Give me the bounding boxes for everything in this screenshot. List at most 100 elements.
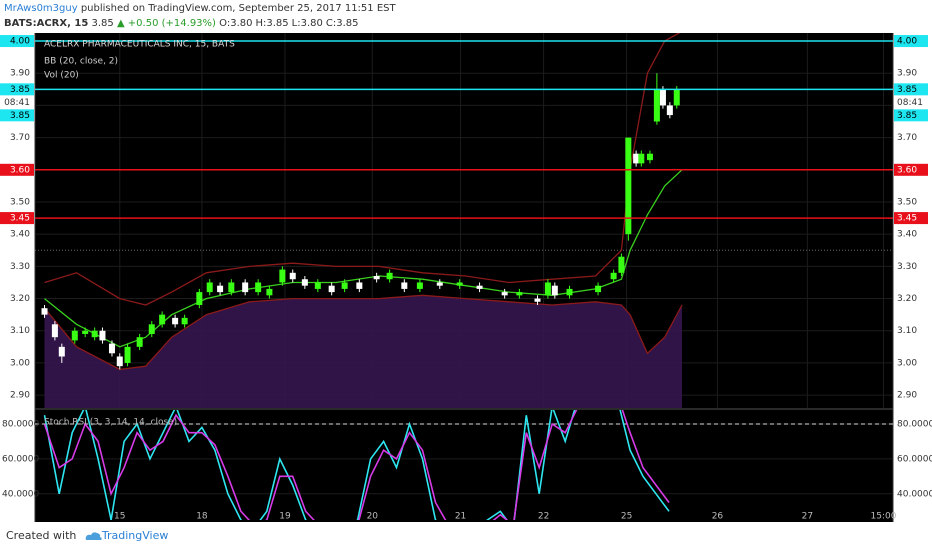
candle-body — [217, 285, 224, 293]
stoch-K — [43, 410, 670, 520]
ohlc-key: H: — [255, 18, 267, 29]
countdown-tag — [0, 96, 34, 109]
candle-body — [673, 89, 680, 106]
level-label: 3.45 — [10, 214, 30, 224]
x-tick-label: 15:00 — [871, 512, 897, 522]
candle-body — [108, 343, 115, 354]
x-tick-label: 25 — [621, 512, 632, 522]
level-tag — [0, 163, 34, 176]
candle-body — [373, 276, 380, 280]
candle-body — [456, 282, 463, 286]
candle-body — [638, 153, 645, 164]
x-tick-label: 15 — [114, 512, 125, 522]
candle-body — [289, 272, 296, 280]
ohlc-value: 3.85 — [336, 18, 359, 29]
candle-body — [99, 330, 106, 341]
candle-body — [206, 282, 213, 293]
level-tag — [894, 35, 928, 48]
x-tick-label: 26 — [712, 512, 724, 522]
candle-body — [436, 282, 443, 286]
published: published on TradingView.com, September … — [77, 3, 396, 14]
y-tick-label-right: 3.10 — [897, 326, 917, 336]
quote-line: BATS:ACRX, 15 3.85 ▲ +0.50 (+14.93%) O:3… — [4, 16, 396, 31]
last-price-tag — [0, 109, 34, 122]
candle-body — [301, 279, 308, 286]
candle-body — [551, 285, 558, 296]
y-tick-label-right: 3.70 — [897, 133, 917, 143]
level-tag — [0, 35, 34, 48]
band-fill — [44, 295, 682, 408]
candle-body — [633, 153, 640, 164]
y-tick-label: 3.70 — [10, 133, 30, 143]
y-tick-label: 40.0000 — [2, 489, 39, 499]
level-tag — [894, 163, 928, 176]
stoch-D — [43, 410, 670, 520]
level-label: 3.60 — [10, 165, 30, 175]
y-tick-label-right: 3.30 — [897, 262, 917, 272]
y-tick-label: 80.0000 — [2, 419, 39, 429]
candle-body — [401, 282, 408, 289]
brand[interactable]: TradingView — [101, 529, 169, 542]
candle-body — [595, 285, 602, 293]
candle-body — [41, 308, 48, 315]
band-lower — [43, 294, 683, 371]
ohlc-key: L: — [291, 18, 301, 29]
candle-body — [610, 272, 617, 280]
candle-body — [328, 285, 335, 293]
level-label: 4.00 — [10, 37, 30, 47]
legend-entry: Vol (20) — [44, 71, 79, 81]
last-price: 3.85 — [897, 111, 917, 121]
chart: 2.90 2.90 3.00 3.00 3.10 3.10 3.20 3.20 3.30 3.30… — [0, 33, 932, 522]
level-label: 3.85 — [10, 85, 30, 95]
candle-body — [136, 337, 143, 347]
candle-body — [279, 269, 286, 283]
countdown-tag — [894, 96, 928, 109]
candle-body — [266, 288, 273, 296]
candle-body — [58, 346, 65, 357]
candle-body — [666, 105, 673, 116]
y-tick-label: 3.10 — [10, 326, 30, 336]
candle-body — [341, 282, 348, 289]
author[interactable]: MrAws0m3guy — [4, 3, 78, 14]
legend-entry: BB (20, close, 2) — [44, 57, 118, 67]
last-price-tag — [894, 109, 928, 122]
candle-body — [416, 282, 423, 289]
x-tick-label: 21 — [455, 512, 466, 522]
candle-body — [242, 282, 249, 293]
y-tick-label: 3.40 — [10, 230, 30, 240]
candle-body — [625, 137, 632, 235]
candle-body — [356, 282, 363, 289]
chart-title: ACELRX PHARMACEUTICALS INC, 15, BATS — [44, 40, 235, 50]
level-label-right: 4.00 — [897, 37, 917, 47]
y-tick-label-right: 3.20 — [897, 294, 917, 304]
countdown: 08:41 — [4, 98, 30, 108]
y-tick-label-right: 40.0000 — [897, 489, 932, 499]
created-with: Created with — [6, 529, 77, 542]
candle-body — [116, 356, 123, 367]
y-tick-label: 3.20 — [10, 294, 30, 304]
y-tick-label: 2.90 — [10, 391, 30, 401]
candle-body — [646, 153, 653, 161]
candle-body — [476, 285, 483, 289]
candle-body — [534, 298, 541, 302]
y-tick-label-right: 3.90 — [897, 69, 917, 79]
candle-body — [124, 346, 131, 363]
y-tick-label-right: 3.00 — [897, 358, 917, 368]
candle-body — [659, 89, 666, 106]
level-label-right: 3.60 — [897, 165, 917, 175]
price: 3.85 — [91, 18, 114, 29]
y-tick-label-right: 3.50 — [897, 197, 917, 207]
panel-title: Stoch RSI (3, 3, 14, 14, close) — [44, 418, 177, 428]
candle-body — [501, 292, 508, 296]
ohlc-key: C: — [325, 18, 337, 29]
level-tag — [894, 83, 928, 96]
ohlc: O:3.80 H:3.85 L:3.80 C:3.85 — [219, 18, 361, 29]
x-tick-label: 22 — [538, 512, 549, 522]
level-tag — [0, 83, 34, 96]
candle-body — [71, 330, 78, 341]
ohlc-key: O: — [219, 18, 231, 29]
level-label-right: 3.85 — [897, 85, 917, 95]
candle-body — [51, 324, 58, 338]
candle-body — [172, 317, 179, 325]
